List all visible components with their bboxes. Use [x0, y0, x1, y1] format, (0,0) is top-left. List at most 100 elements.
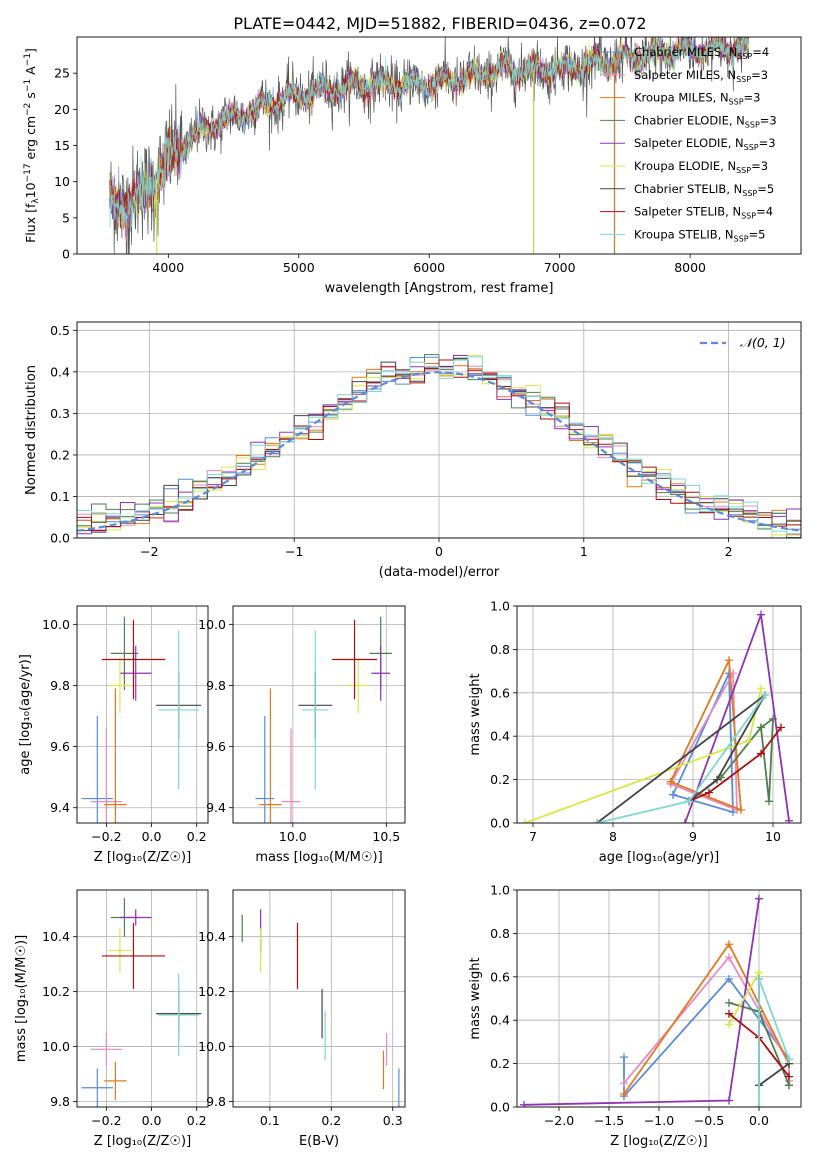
- weight-marker: [725, 1009, 733, 1018]
- x-tick-label: 10: [765, 829, 781, 844]
- legend-entry: Kroupa ELODIE, NSSP=3: [634, 159, 768, 175]
- weight-marker: [725, 998, 733, 1007]
- weight-marker: [620, 1053, 628, 1062]
- y-tick-label: 1.0: [490, 599, 510, 614]
- panel-age_vs_Z: −0.2 0.0 0.2 9.4 9.6 9.8 10.0 Z [log₁₀(Z/Z☉)] ag…: [18, 605, 209, 865]
- weight-marker: [685, 797, 693, 806]
- y-tick-label: 0.2: [50, 447, 70, 462]
- weight-marker: [725, 1096, 733, 1105]
- legend-entry: Kroupa MILES, NSSP=3: [634, 91, 760, 107]
- weight-series: [623, 977, 790, 1099]
- weight-marker: [705, 788, 713, 797]
- weight-marker: [681, 819, 689, 823]
- weight-marker: [725, 974, 733, 983]
- weight-marker: [725, 940, 733, 949]
- weight-marker: [593, 819, 601, 823]
- x-tick-label: 0.2: [187, 1113, 207, 1128]
- x-axis-label: Z [log₁₀(Z/Z☉)]: [610, 1134, 707, 1149]
- x-tick-label: 0.0: [749, 1113, 769, 1128]
- x-tick-label: 0.2: [321, 1113, 341, 1128]
- weight-marker: [757, 723, 765, 732]
- y-axis-label: mass weight: [468, 673, 483, 755]
- legend-entry: Salpeter STELIB, NSSP=4: [634, 205, 773, 221]
- y-axis-label: mass weight: [468, 957, 483, 1039]
- x-tick-label: 1: [580, 544, 588, 559]
- histogram-series: [77, 358, 801, 532]
- y-tick-label: 10: [54, 174, 70, 189]
- x-tick-label: 6000: [413, 260, 445, 275]
- x-tick-label: 4000: [152, 260, 184, 275]
- weight-series: [669, 656, 743, 812]
- weight-marker: [521, 819, 529, 823]
- weight-marker: [765, 797, 773, 806]
- plot-area-weights_vs_Z: [520, 894, 793, 1107]
- y-axis-label: age [log₁₀(age/yr)]: [18, 654, 33, 775]
- axes-frame: [516, 889, 802, 1108]
- weight-marker: [745, 736, 753, 745]
- x-tick-label: 10.0: [279, 829, 307, 844]
- y-axis-label: mass [log₁₀(M/M☉)]: [14, 935, 29, 1062]
- spectrum-line: [109, 37, 749, 229]
- weight-marker: [757, 610, 765, 619]
- y-tick-label: 0.6: [490, 685, 510, 700]
- weight-marker: [785, 1055, 793, 1064]
- x-tick-label: 0.0: [142, 829, 162, 844]
- y-tick-label: 0.4: [50, 364, 70, 379]
- x-tick-label: 0.2: [187, 829, 207, 844]
- y-tick-label: 10.2: [42, 984, 70, 999]
- legend-entry: Salpeter ELODIE, NSSP=3: [634, 136, 776, 152]
- y-tick-label: 20: [54, 102, 70, 117]
- y-tick-label: 0.2: [490, 1056, 510, 1071]
- panel-spectrum: 4000 5000 6000 7000 8000 0 5 10 15 20 25 wavelength…: [23, 36, 802, 296]
- y-tick-label: 15: [54, 138, 70, 153]
- y-tick-label: 10.0: [42, 617, 70, 632]
- y-tick-label: 0.4: [490, 1013, 510, 1028]
- y-tick-label: 0.0: [490, 816, 510, 831]
- x-tick-label: 0.3: [383, 1113, 403, 1128]
- weight-marker: [785, 816, 793, 823]
- axes-frame: [76, 321, 802, 539]
- y-tick-label: 1.0: [490, 883, 510, 898]
- x-tick-label: 2: [725, 544, 733, 559]
- x-tick-label: 10.5: [372, 829, 400, 844]
- x-tick-label: −2.0: [544, 1113, 574, 1128]
- legend-entry: Chabrier MILES, NSSP=4: [634, 45, 769, 61]
- weight-marker: [669, 790, 677, 799]
- y-tick-label: 9.6: [206, 739, 226, 754]
- y-tick-label: 9.8: [50, 1094, 70, 1109]
- weight-marker: [761, 690, 769, 699]
- panel-mass_vs_ebv: 0.1 0.2 0.3 9.8 10.0 10.2 10.4 E(B-V): [198, 889, 406, 1149]
- y-tick-label: 9.8: [50, 678, 70, 693]
- weight-marker: [520, 1100, 528, 1107]
- y-tick-label: 0.1: [50, 489, 70, 504]
- weight-marker: [620, 1079, 628, 1088]
- y-axis-label: Normed distribution: [24, 365, 39, 495]
- axes-frame: [232, 605, 406, 824]
- y-tick-label: 0.0: [490, 1100, 510, 1115]
- panel-weights_vs_age: 7 8 9 10 0.0 0.2 0.4 0.6 0.8 1.0 age [log₁₀(age/yr…: [468, 599, 802, 865]
- weight-marker: [785, 1081, 793, 1090]
- histogram-series: [77, 354, 801, 538]
- weight-marker: [785, 1072, 793, 1081]
- y-tick-label: 0.8: [490, 926, 510, 941]
- y-tick-label: 0.8: [490, 642, 510, 657]
- weight-marker: [755, 894, 763, 903]
- weight-marker: [725, 953, 733, 962]
- weight-series: [688, 726, 782, 803]
- y-tick-label: 9.6: [50, 739, 70, 754]
- x-tick-label: 0.0: [142, 1113, 162, 1128]
- y-tick-label: 0.6: [490, 969, 510, 984]
- y-tick-label: 0.0: [50, 531, 70, 546]
- y-tick-label: 9.4: [50, 800, 70, 815]
- spectrum-line: [109, 37, 750, 229]
- plot-area-mass_vs_ebv: [241, 909, 400, 1107]
- panel-age_vs_mass: 10.0 10.5 9.4 9.6 9.8 10.0 mass [log₁₀(M/M☉)]: [198, 605, 406, 865]
- y-tick-label: 0.2: [490, 772, 510, 787]
- weight-marker: [737, 805, 745, 814]
- plot-area-spectrum: [109, 37, 750, 254]
- x-tick-label: 7: [529, 829, 537, 844]
- y-tick-label: 10.0: [198, 617, 226, 632]
- weight-marker: [725, 656, 733, 665]
- x-axis-label: Z [log₁₀(Z/Z☉)]: [94, 1134, 191, 1149]
